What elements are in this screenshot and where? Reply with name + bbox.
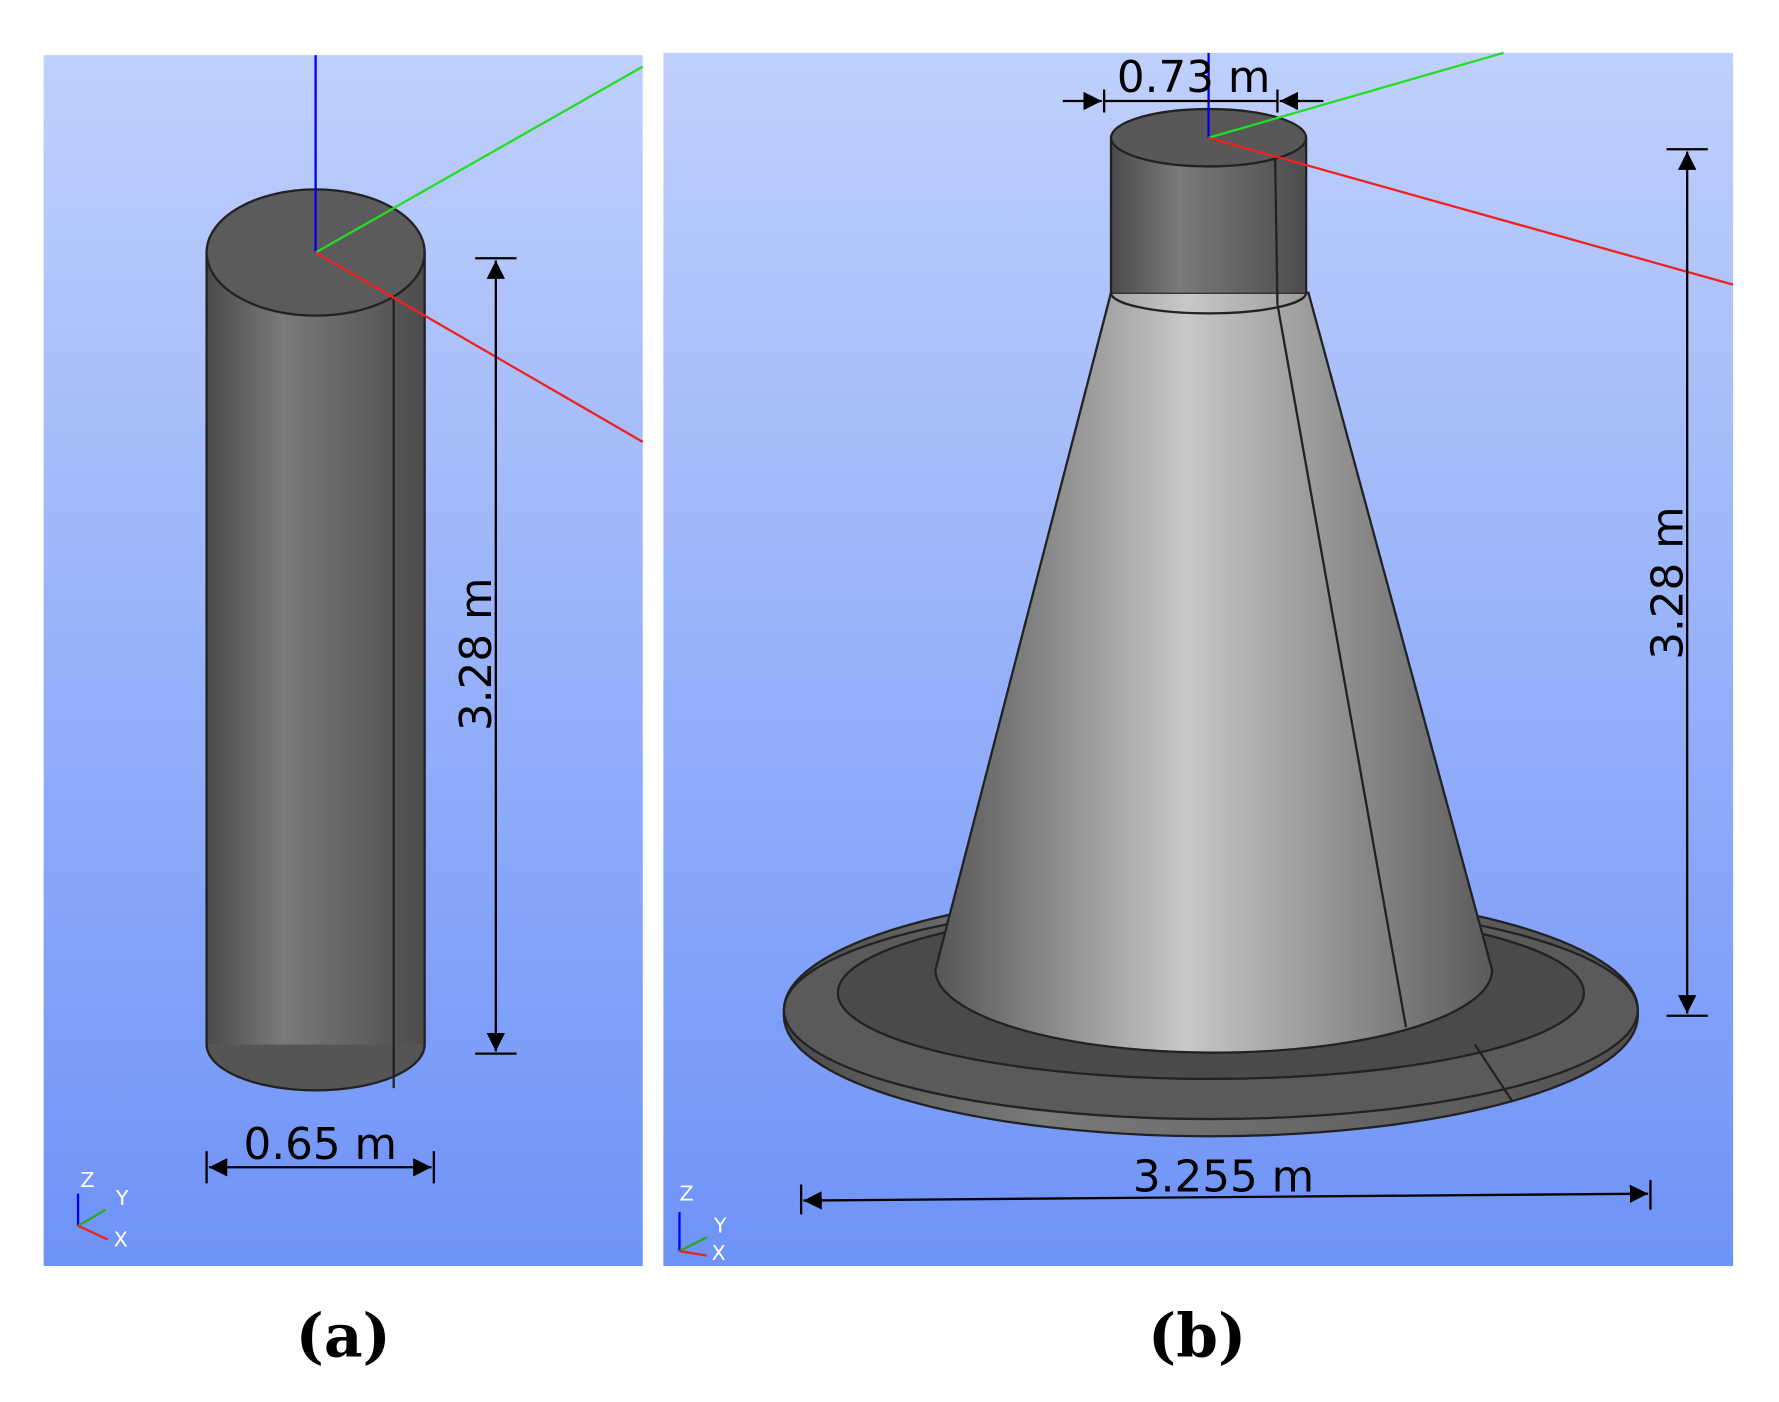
triad-x-label: X (712, 1241, 726, 1265)
axis-triad: Z Y X (678, 1182, 727, 1265)
height-label: 3.28 m (1644, 506, 1694, 659)
axis-y (1208, 51, 1504, 139)
triad-y (77, 1208, 107, 1227)
panel-a: 3.28 m 0.65 m Z Y X (43, 55, 644, 1266)
panel-b: 0.73 m 3.28 m 3.255 m Z Y X (663, 51, 1734, 1266)
triad-y-label: Y (115, 1186, 129, 1210)
width-label: 3.255 m (1133, 1152, 1314, 1202)
triad-y-label: Y (713, 1214, 727, 1238)
dim-line (803, 1184, 1649, 1210)
caption-a: (a) (296, 1302, 391, 1372)
triad-x-label: X (114, 1227, 128, 1251)
triad-y (678, 1236, 708, 1253)
seam (1273, 158, 1279, 305)
triad-z-label: Z (679, 1182, 693, 1206)
cylinder-body (206, 252, 425, 1045)
cylinder-bottom (205, 1044, 426, 1092)
seam (1473, 1043, 1514, 1103)
axis-y (315, 65, 644, 254)
edge (1109, 292, 1308, 315)
width-label: 0.65 m (243, 1120, 396, 1170)
cone (934, 291, 1494, 1054)
top-width-label: 0.73 m (1117, 53, 1270, 103)
height-label: 3.28 m (452, 578, 502, 731)
triad-x (77, 1224, 109, 1241)
axis-triad: Z Y X (76, 1168, 129, 1251)
axis-x (1208, 136, 1734, 286)
axis-x (315, 251, 644, 443)
caption-b: (b) (1148, 1302, 1246, 1372)
triad-z-label: Z (80, 1168, 94, 1192)
seam (1276, 303, 1408, 1028)
triad-x (679, 1249, 708, 1257)
